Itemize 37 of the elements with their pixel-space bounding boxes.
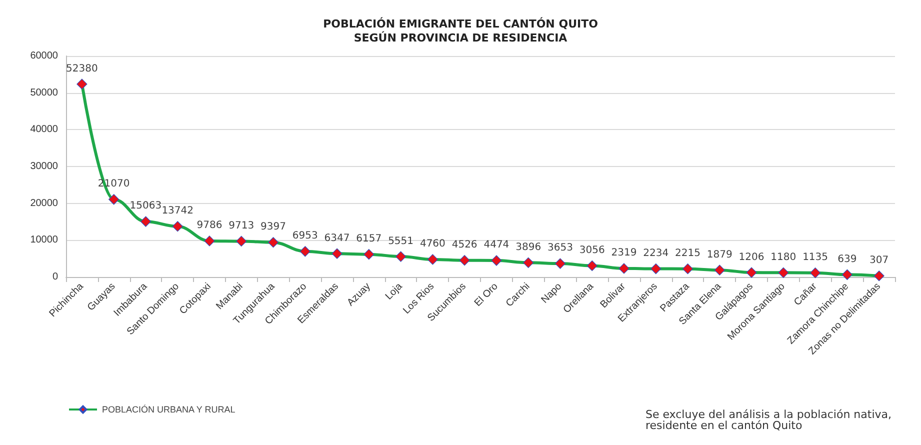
data-label: 307 <box>870 255 889 266</box>
data-label: 9713 <box>228 220 254 232</box>
data-label: 9397 <box>260 222 286 233</box>
data-label: 13742 <box>162 206 194 217</box>
text: Se excluye del análisis a la población nativa, residente en el cantón Quito <box>645 408 896 432</box>
x-tick-label: Loja <box>384 280 405 302</box>
data-label: 2319 <box>611 248 637 259</box>
data-label: 2215 <box>675 248 700 260</box>
data-label: 2234 <box>643 248 669 259</box>
x-tick-label: El Oro <box>472 280 501 309</box>
data-label: 3896 <box>516 242 542 253</box>
data-label: 4526 <box>452 240 478 251</box>
data-label: 6953 <box>292 230 318 242</box>
y-tick-label: 40000 <box>30 124 58 136</box>
data-label: 5551 <box>388 236 414 247</box>
data-label: 1206 <box>738 252 764 263</box>
data-label: 4760 <box>420 238 446 250</box>
data-label: 6347 <box>324 232 350 244</box>
data-label: 3653 <box>547 242 573 254</box>
y-tick-label: 0 <box>52 272 58 282</box>
data-label: 1180 <box>770 252 796 263</box>
data-label: 1879 <box>706 249 732 260</box>
y-tick-label: 50000 <box>30 87 58 98</box>
data-label: 4474 <box>484 240 510 251</box>
y-tick-label: 30000 <box>30 161 58 172</box>
data-label: 52380 <box>66 63 98 74</box>
data-label: 15063 <box>130 200 162 212</box>
data-label: 3056 <box>579 244 605 256</box>
chart-title: POBLACIÓN EMIGRANTE DEL CANTÓN QUITO SEGÚN PROVINCIA DE RESIDENCIA <box>323 16 598 44</box>
y-tick-label: 20000 <box>30 198 58 209</box>
data-label: 9786 <box>196 220 222 232</box>
legend-label: POBLACIÓN URBANA Y RURAL <box>102 404 236 414</box>
data-label: 639 <box>838 254 857 265</box>
data-label: 6157 <box>356 234 382 245</box>
y-tick-label: 60000 <box>30 50 58 62</box>
data-label: 1135 <box>802 252 828 264</box>
y-tick-label: 10000 <box>30 234 58 246</box>
